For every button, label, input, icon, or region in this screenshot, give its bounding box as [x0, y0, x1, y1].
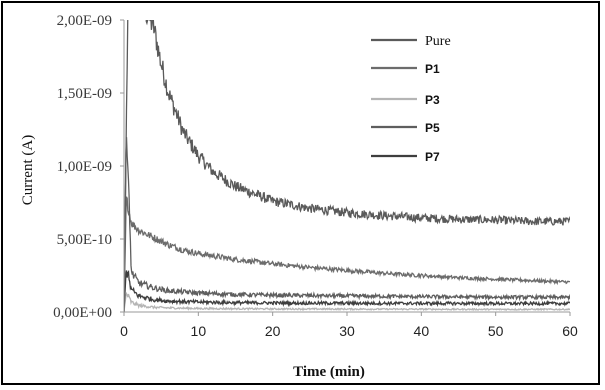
y-tick-label: 1,50E-09 — [57, 86, 112, 102]
series-line-p1 — [124, 196, 570, 312]
y-axis-title: Current (A) — [20, 135, 36, 205]
axes-layer: 0,00E+00 5,00E-10 1,00E-09 1,50E-09 2,00E-09… — [53, 13, 578, 339]
x-tick-label: 10 — [191, 323, 207, 339]
y-tick-label: 1,00E-09 — [57, 159, 112, 175]
series-line-p7 — [124, 269, 570, 312]
x-tick-label: 0 — [120, 323, 128, 339]
legend-label-p1: P1 — [425, 62, 440, 76]
x-tick-label: 30 — [339, 323, 355, 339]
x-tick-label: 40 — [414, 323, 430, 339]
y-tick-label: 5,00E-10 — [57, 232, 112, 248]
legend-label-p7: P7 — [425, 150, 440, 164]
series-line-pure — [124, 20, 570, 312]
series-line-p5 — [124, 137, 570, 312]
legend: Pure P1 P3 P5 P7 — [371, 34, 451, 164]
x-tick-label: 50 — [488, 323, 504, 339]
x-tick-label: 60 — [562, 323, 578, 339]
y-tick-label: 2,00E-09 — [57, 13, 112, 29]
series-line-p3 — [124, 291, 570, 312]
legend-label-p5: P5 — [425, 121, 440, 135]
x-axis-title: Time (min) — [293, 364, 365, 380]
legend-label-pure: Pure — [425, 34, 451, 49]
legend-label-p3: P3 — [425, 93, 440, 107]
series-layer — [124, 20, 570, 312]
chart-frame — [1, 1, 600, 385]
x-tick-label: 20 — [265, 323, 281, 339]
y-tick-label: 0,00E+00 — [53, 305, 112, 321]
